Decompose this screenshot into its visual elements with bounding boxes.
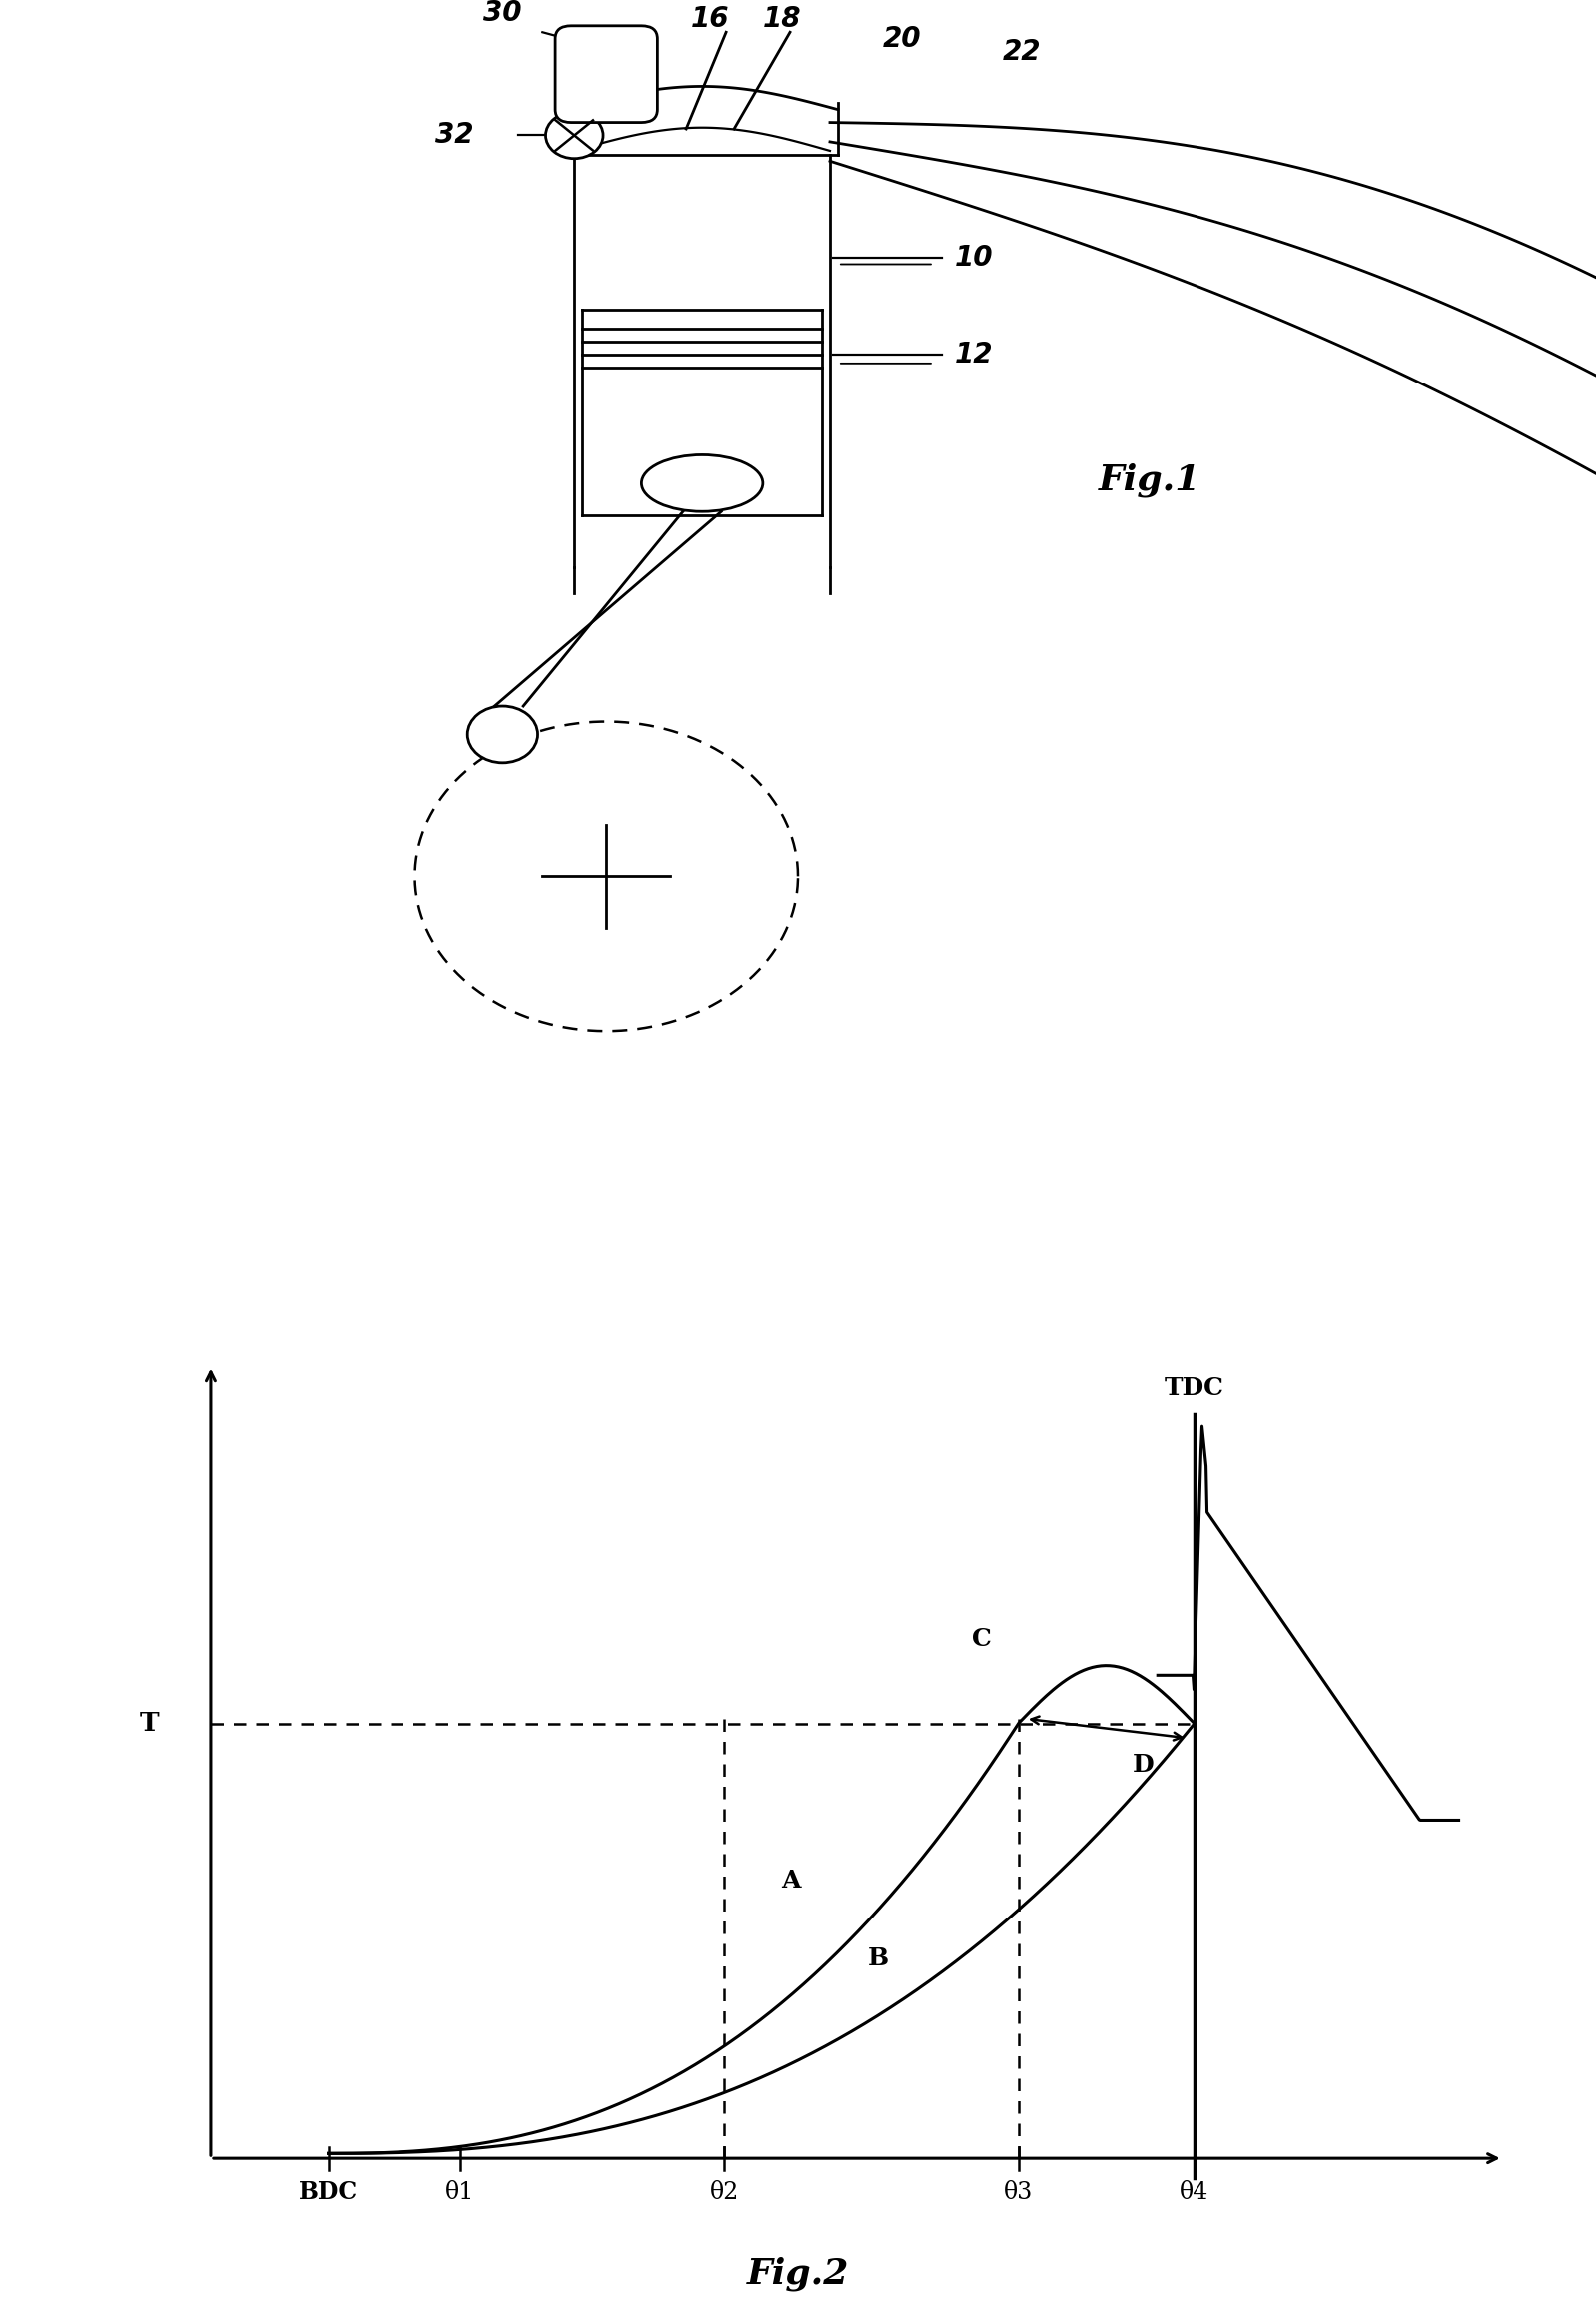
Text: D: D <box>1132 1753 1154 1776</box>
Text: θ4: θ4 <box>1179 2181 1210 2204</box>
Text: Fig.2: Fig.2 <box>747 2257 849 2292</box>
Text: 32: 32 <box>436 122 474 150</box>
Text: TDC: TDC <box>1165 1376 1224 1399</box>
Text: 16: 16 <box>691 5 729 32</box>
FancyBboxPatch shape <box>555 25 658 122</box>
Text: 18: 18 <box>763 5 801 32</box>
Ellipse shape <box>642 456 763 511</box>
Text: Fig.1: Fig.1 <box>1098 463 1200 497</box>
Circle shape <box>546 113 603 159</box>
Text: BDC: BDC <box>298 2179 358 2204</box>
Text: θ2: θ2 <box>710 2181 739 2204</box>
Text: θ3: θ3 <box>1004 2181 1033 2204</box>
Text: A: A <box>780 1868 801 1894</box>
Text: C: C <box>972 1627 991 1652</box>
Text: 30: 30 <box>484 0 522 28</box>
Text: 12: 12 <box>954 341 993 368</box>
Text: 20: 20 <box>883 25 921 53</box>
Text: θ1: θ1 <box>445 2181 476 2204</box>
Text: 22: 22 <box>1002 37 1041 64</box>
Text: B: B <box>868 1947 889 1970</box>
Text: 10: 10 <box>954 244 993 272</box>
Text: T: T <box>139 1712 160 1735</box>
Circle shape <box>468 706 538 764</box>
